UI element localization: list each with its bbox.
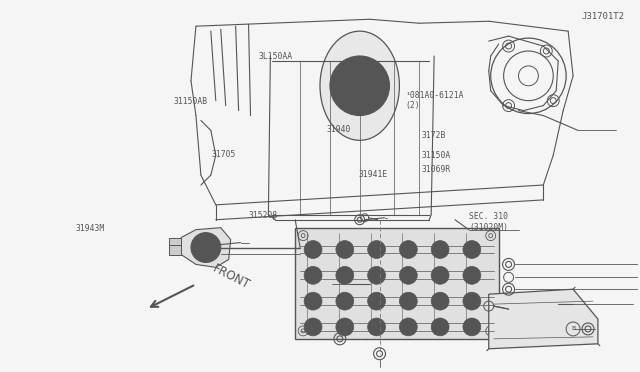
Circle shape	[336, 318, 354, 336]
Polygon shape	[489, 289, 598, 349]
Text: 31069R: 31069R	[422, 165, 451, 174]
Text: 31150A: 31150A	[422, 151, 451, 160]
Text: 3172B: 3172B	[422, 131, 446, 140]
Polygon shape	[181, 228, 230, 267]
Circle shape	[399, 241, 417, 259]
Circle shape	[367, 241, 385, 259]
Text: 31943M: 31943M	[76, 224, 105, 233]
Circle shape	[431, 241, 449, 259]
Circle shape	[367, 318, 385, 336]
Text: 31941E: 31941E	[358, 170, 387, 179]
Circle shape	[463, 292, 481, 310]
Circle shape	[431, 292, 449, 310]
Circle shape	[304, 292, 322, 310]
Text: 31705: 31705	[212, 150, 236, 159]
Text: 31520β: 31520β	[249, 211, 278, 220]
Circle shape	[203, 244, 209, 250]
Text: J31701T2: J31701T2	[582, 12, 625, 21]
Circle shape	[336, 292, 354, 310]
Circle shape	[330, 56, 390, 116]
Circle shape	[336, 266, 354, 284]
Text: ¹081A0-6121A
(2): ¹081A0-6121A (2)	[406, 91, 464, 110]
Circle shape	[336, 241, 354, 259]
Circle shape	[367, 266, 385, 284]
Circle shape	[304, 266, 322, 284]
Bar	[169, 238, 181, 256]
Ellipse shape	[320, 31, 399, 140]
Text: 31150AB: 31150AB	[174, 97, 208, 106]
Text: SEC. 310
(31020M): SEC. 310 (31020M)	[469, 212, 508, 232]
Text: 3L150AA: 3L150AA	[259, 52, 292, 61]
Text: 31940: 31940	[326, 125, 351, 134]
Circle shape	[463, 241, 481, 259]
Text: FRONT: FRONT	[211, 262, 252, 292]
Circle shape	[304, 241, 322, 259]
Circle shape	[367, 292, 385, 310]
Text: B: B	[571, 326, 575, 331]
Circle shape	[463, 318, 481, 336]
Circle shape	[399, 292, 417, 310]
Circle shape	[191, 232, 221, 262]
Circle shape	[431, 266, 449, 284]
Circle shape	[399, 266, 417, 284]
Bar	[295, 228, 499, 339]
Circle shape	[463, 266, 481, 284]
Circle shape	[431, 318, 449, 336]
Circle shape	[352, 78, 367, 94]
Circle shape	[304, 318, 322, 336]
Circle shape	[399, 318, 417, 336]
